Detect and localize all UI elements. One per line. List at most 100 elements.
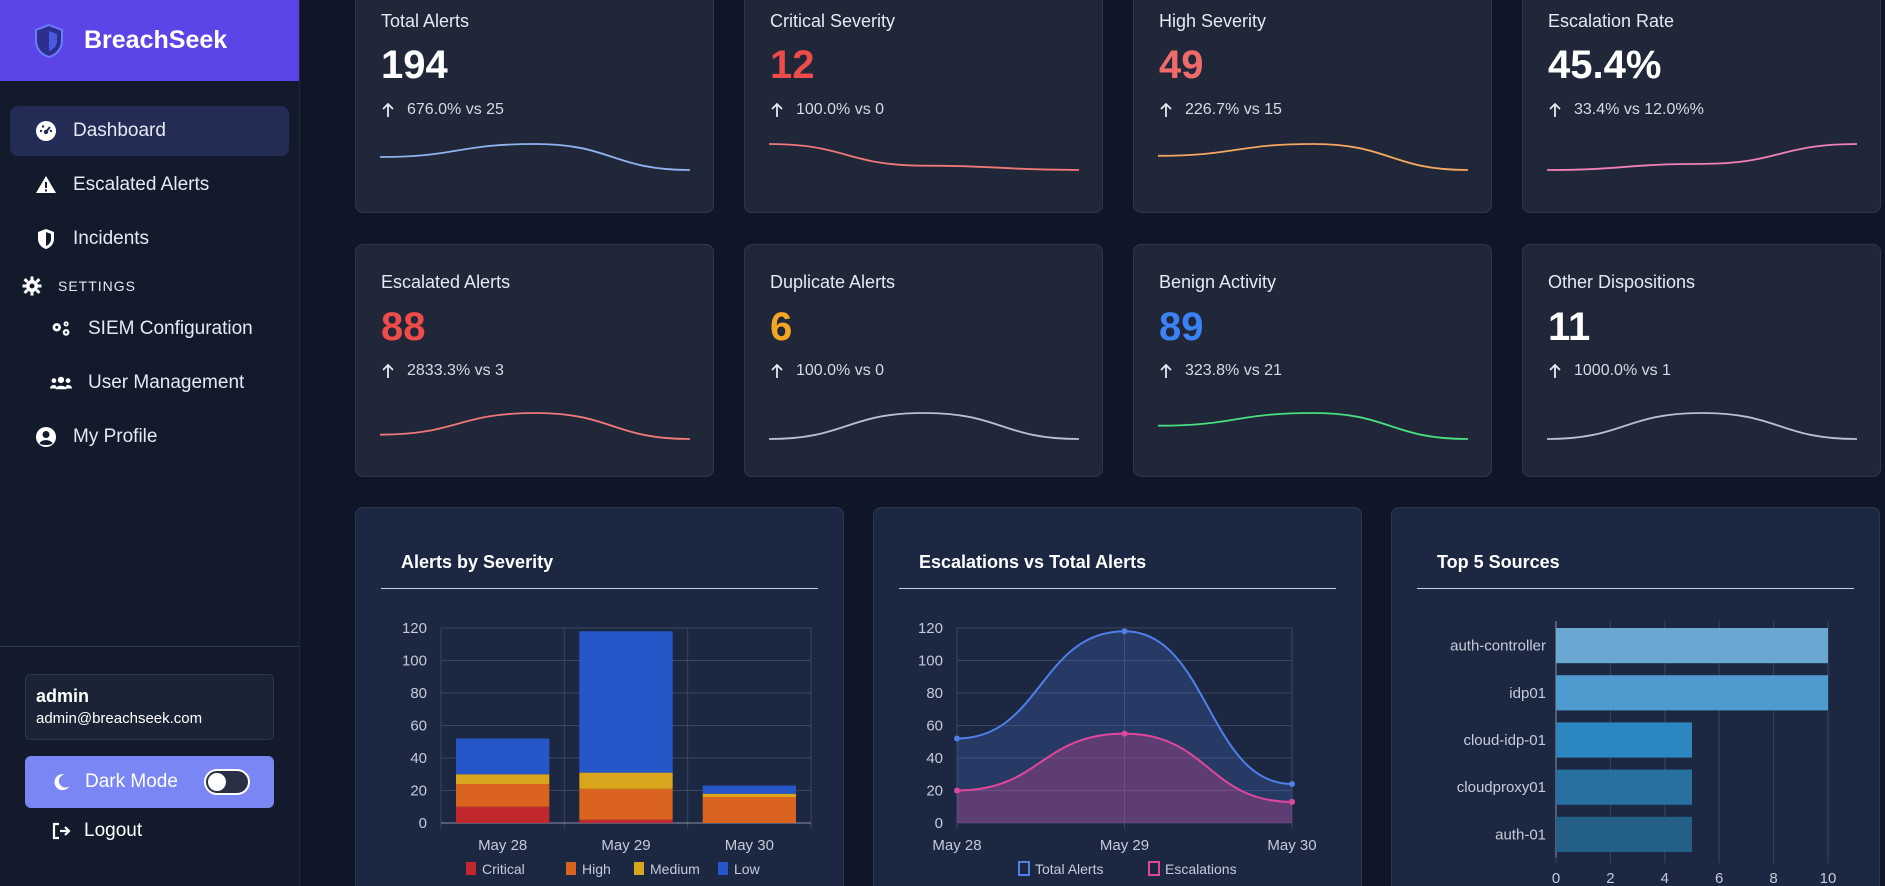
y-tick-label: 20 [926, 783, 943, 800]
kpi-sparkline [380, 143, 690, 171]
y-tick-label: 60 [926, 718, 943, 735]
kpi-title: Critical Severity [770, 11, 896, 31]
y-tick-label: 60 [410, 718, 427, 735]
y-tick-label: 100 [918, 653, 943, 670]
kpi-card-benign-activity: Benign Activity 89 323.8% vs 21 [1133, 244, 1492, 477]
gears-icon [50, 318, 72, 340]
sidebar-item-dashboard[interactable]: Dashboard [10, 106, 289, 156]
bar-segment [579, 772, 673, 789]
sidebar-divider [0, 646, 299, 647]
sidebar-item-incidents[interactable]: Incidents [10, 214, 289, 264]
panel-divider [899, 588, 1336, 589]
sidebar-item-label: User Management [88, 372, 245, 393]
sidebar-item-user-management[interactable]: User Management [10, 358, 289, 408]
dashboard-icon [35, 120, 57, 142]
kpi-title: Escalation Rate [1548, 11, 1675, 31]
kpi-sparkline [1158, 143, 1468, 171]
logout-label: Logout [84, 820, 143, 841]
user-card: admin admin@breachseek.com [25, 674, 274, 740]
source-bar [1556, 628, 1828, 664]
logout-button[interactable]: Logout [52, 820, 142, 842]
source-bar [1556, 769, 1692, 805]
gear-icon [22, 276, 42, 296]
sidebar-item-siem-configuration[interactable]: SIEM Configuration [10, 304, 289, 354]
sparkline-path [380, 143, 690, 171]
settings-label: SETTINGS [58, 278, 137, 294]
kpi-delta: 1000.0% vs 1 [1548, 362, 1671, 380]
legend-swatch [466, 862, 476, 875]
sparkline-path [1547, 143, 1857, 171]
sidebar-item-my-profile[interactable]: My Profile [10, 412, 289, 462]
brand-header[interactable]: BreachSeek [0, 0, 299, 81]
sparkline-path [380, 412, 690, 440]
source-bar [1556, 722, 1692, 758]
legend-swatch [634, 862, 644, 875]
arrow-up-icon [770, 102, 784, 118]
escalations-vs-total-chart: 0 20 40 60 80 100 120 May 28 May 29 May 30 Total A… [918, 620, 1317, 877]
sidebar: BreachSeek Dashboard Escalated Alerts In… [0, 0, 300, 886]
kpi-card-escalation-rate: Escalation Rate 45.4% 33.4% vs 12.0%% [1522, 0, 1881, 213]
data-point [1289, 781, 1295, 787]
kpi-card-critical-severity: Critical Severity 12 100.0% vs 0 [744, 0, 1103, 213]
moon-icon [53, 773, 71, 791]
kpi-delta: 226.7% vs 15 [1159, 101, 1282, 119]
sidebar-item-escalated-alerts[interactable]: Escalated Alerts [10, 160, 289, 210]
x-tick-label: 10 [1820, 870, 1837, 886]
brand-name: BreachSeek [84, 26, 228, 54]
bar-segment [456, 738, 550, 775]
kpi-delta-text: 100.0% vs 0 [796, 101, 885, 118]
bar-segment [702, 797, 796, 823]
x-tick-label: 4 [1661, 870, 1669, 886]
kpi-card-total-alerts: Total Alerts 194 676.0% vs 25 [355, 0, 714, 213]
legend-label: Escalations [1165, 861, 1237, 877]
series-area [957, 631, 1292, 823]
y-tick-label: 0 [419, 815, 427, 832]
series-area [957, 733, 1292, 823]
kpi-value: 89 [1159, 305, 1204, 349]
kpi-delta: 100.0% vs 0 [770, 101, 884, 119]
y-tick-label: 40 [410, 750, 427, 767]
kpi-delta: 323.8% vs 21 [1159, 362, 1282, 380]
sidebar-item-label: SIEM Configuration [88, 318, 253, 339]
x-tick-label: May 30 [1267, 837, 1316, 854]
sparkline-path [1158, 143, 1468, 171]
top-sources-chart: 0 2 4 6 8 10 auth-controller idp01 cloud-idp-01 c… [1450, 621, 1837, 886]
user-name: admin [36, 686, 90, 706]
top-sources-panel: 0 2 4 6 8 10 auth-controller idp01 cloud-idp-01 c… [1391, 507, 1880, 886]
kpi-delta: 2833.3% vs 3 [381, 362, 504, 380]
kpi-value: 11 [1548, 305, 1591, 349]
bar-segment [579, 819, 673, 823]
legend-swatch [566, 862, 576, 875]
sidebar-item-label: My Profile [73, 426, 158, 447]
arrow-up-icon [381, 363, 395, 379]
kpi-title: High Severity [1159, 11, 1267, 31]
kpi-card-high-severity: High Severity 49 226.7% vs 15 [1133, 0, 1492, 213]
alerts-by-severity-panel: 0 20 40 60 80 100 120 May 28 May 29 May 30 Critica… [355, 507, 844, 886]
kpi-title: Other Dispositions [1548, 272, 1696, 292]
kpi-value: 88 [381, 305, 426, 349]
x-tick-label: May 28 [478, 837, 527, 854]
dark-mode-switch[interactable] [204, 769, 250, 795]
y-tick-label: 120 [402, 620, 427, 637]
x-tick-label: 6 [1715, 870, 1723, 886]
legend-label: Low [734, 861, 761, 877]
x-tick-label: May 28 [932, 837, 981, 854]
kpi-delta-text: 676.0% vs 25 [407, 101, 504, 118]
kpi-card-duplicate-alerts: Duplicate Alerts 6 100.0% vs 0 [744, 244, 1103, 477]
sparkline-path [769, 143, 1079, 171]
kpi-value: 6 [770, 305, 793, 349]
kpi-title: Duplicate Alerts [770, 272, 896, 292]
y-tick-label: 0 [935, 815, 943, 832]
source-bar [1556, 816, 1692, 852]
data-point [954, 787, 960, 794]
kpi-delta: 676.0% vs 25 [381, 101, 504, 119]
dark-mode-toggle-button[interactable]: Dark Mode [25, 756, 274, 808]
arrow-up-icon [1159, 102, 1173, 118]
y-tick-label: cloudproxy01 [1457, 779, 1546, 796]
settings-section-header: SETTINGS [10, 268, 289, 304]
bar-segment [456, 806, 550, 823]
arrow-up-icon [381, 102, 395, 118]
x-tick-label: May 29 [1100, 837, 1149, 854]
logout-icon [52, 822, 72, 840]
kpi-sparkline [1547, 143, 1857, 171]
